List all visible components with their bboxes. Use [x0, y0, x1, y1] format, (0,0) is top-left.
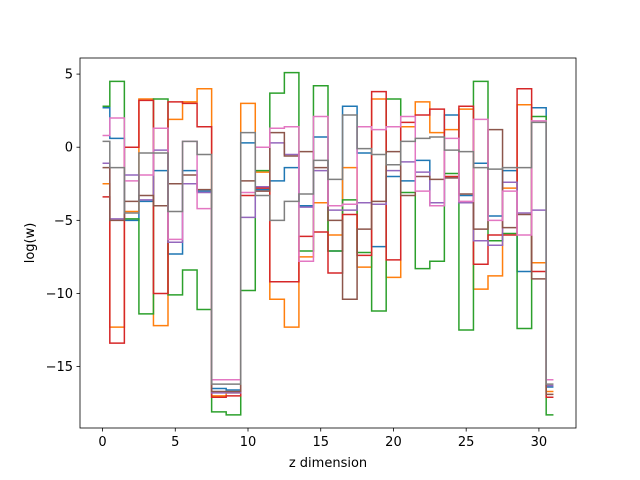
series-6-line	[102, 128, 554, 396]
series-layer	[102, 71, 554, 416]
y-axis: 5 0 −5 −10 −15	[46, 68, 80, 375]
y-tick-label: −10	[46, 287, 73, 302]
x-axis-label: z dimension	[289, 456, 367, 471]
x-tick-label: 30	[531, 435, 548, 450]
x-tick-label: 20	[385, 435, 402, 450]
x-tick-label: 25	[458, 435, 475, 450]
y-tick-label: −5	[54, 214, 73, 229]
plot-frame	[79, 57, 577, 429]
x-axis: 0 5 10 15 20 25 30	[98, 428, 547, 450]
x-tick-label: 0	[98, 435, 106, 450]
x-tick-label: 15	[312, 435, 329, 450]
y-tick-label: 0	[65, 141, 73, 156]
y-tick-label: 5	[65, 68, 73, 83]
y-tick-label: −15	[46, 360, 73, 375]
series-8-line	[102, 114, 554, 385]
series-7-line	[102, 115, 554, 381]
x-tick-label: 5	[171, 435, 179, 450]
x-tick-label: 10	[240, 435, 257, 450]
y-axis-label: log(w)	[23, 223, 38, 264]
